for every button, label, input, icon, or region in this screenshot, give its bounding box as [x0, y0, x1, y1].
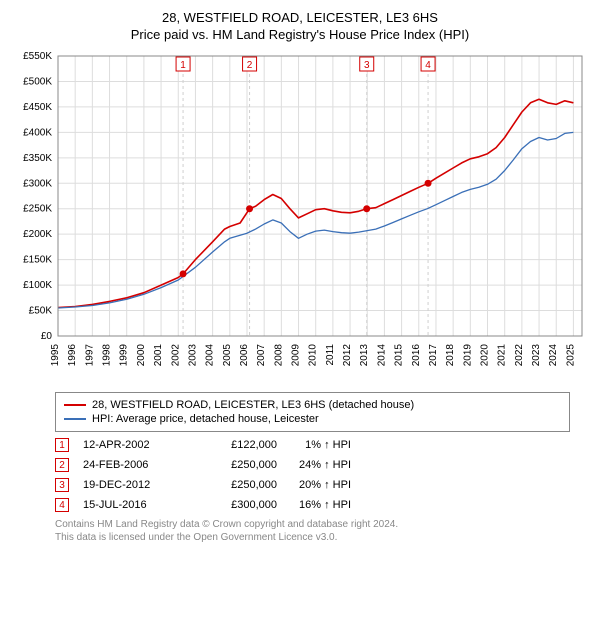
svg-text:1995: 1995 [50, 344, 61, 367]
svg-text:2025: 2025 [565, 344, 576, 367]
event-date: 19-DEC-2012 [83, 479, 183, 491]
svg-text:2: 2 [247, 60, 253, 71]
svg-text:2013: 2013 [359, 344, 370, 367]
event-row: 4 15-JUL-2016 £300,000 16% ↑ HPI [55, 498, 570, 512]
svg-text:1996: 1996 [67, 344, 78, 367]
event-marker: 3 [55, 478, 69, 492]
event-marker: 1 [55, 438, 69, 452]
legend-item: HPI: Average price, detached house, Leic… [64, 413, 561, 425]
svg-text:2023: 2023 [531, 344, 542, 367]
footer: Contains HM Land Registry data © Crown c… [55, 518, 570, 544]
event-price: £250,000 [197, 459, 277, 471]
svg-text:£350K: £350K [23, 153, 52, 164]
svg-text:2014: 2014 [376, 344, 387, 367]
event-date: 12-APR-2002 [83, 439, 183, 451]
svg-text:2019: 2019 [462, 344, 473, 367]
svg-text:2002: 2002 [170, 344, 181, 367]
svg-text:1999: 1999 [119, 344, 130, 367]
svg-text:2012: 2012 [342, 344, 353, 367]
svg-text:2020: 2020 [480, 344, 491, 367]
svg-text:2001: 2001 [153, 344, 164, 367]
svg-text:2009: 2009 [291, 344, 302, 367]
legend-item: 28, WESTFIELD ROAD, LEICESTER, LE3 6HS (… [64, 399, 561, 411]
svg-text:2016: 2016 [411, 344, 422, 367]
svg-text:1997: 1997 [84, 344, 95, 367]
event-pct: 24% ↑ HPI [291, 459, 351, 471]
chart: £0 £50K £100K £150K £200K £250K £300K £350K £400… [10, 46, 590, 386]
legend-label: 28, WESTFIELD ROAD, LEICESTER, LE3 6HS (… [92, 399, 414, 411]
event-pct: 16% ↑ HPI [291, 499, 351, 511]
svg-text:£250K: £250K [23, 204, 52, 215]
event-pct: 20% ↑ HPI [291, 479, 351, 491]
svg-text:£0: £0 [41, 331, 53, 342]
title-address: 28, WESTFIELD ROAD, LEICESTER, LE3 6HS [10, 10, 590, 25]
svg-text:3: 3 [364, 60, 370, 71]
svg-text:2007: 2007 [256, 344, 267, 367]
svg-text:2022: 2022 [514, 344, 525, 367]
svg-text:£100K: £100K [23, 280, 52, 291]
event-marker: 2 [55, 458, 69, 472]
svg-text:£150K: £150K [23, 255, 52, 266]
svg-text:2017: 2017 [428, 344, 439, 367]
legend-swatch [64, 418, 86, 420]
events-table: 1 12-APR-2002 £122,000 1% ↑ HPI 2 24-FEB-2006… [55, 438, 570, 512]
svg-text:1998: 1998 [102, 344, 113, 367]
legend-label: HPI: Average price, detached house, Leic… [92, 413, 319, 425]
svg-text:2021: 2021 [497, 344, 508, 367]
legend: 28, WESTFIELD ROAD, LEICESTER, LE3 6HS (… [55, 392, 570, 432]
svg-text:2018: 2018 [445, 344, 456, 367]
svg-text:£500K: £500K [23, 76, 52, 87]
svg-text:2011: 2011 [325, 344, 336, 366]
event-price: £122,000 [197, 439, 277, 451]
event-row: 3 19-DEC-2012 £250,000 20% ↑ HPI [55, 478, 570, 492]
title-subtitle: Price paid vs. HM Land Registry's House … [10, 27, 590, 42]
svg-text:£200K: £200K [23, 229, 52, 240]
svg-text:2003: 2003 [187, 344, 198, 367]
svg-text:2015: 2015 [394, 344, 405, 367]
svg-text:£550K: £550K [23, 51, 52, 62]
svg-text:£50K: £50K [29, 306, 53, 317]
event-date: 24-FEB-2006 [83, 459, 183, 471]
svg-text:4: 4 [425, 60, 431, 71]
event-date: 15-JUL-2016 [83, 499, 183, 511]
svg-text:2000: 2000 [136, 344, 147, 367]
event-price: £250,000 [197, 479, 277, 491]
footer-line1: Contains HM Land Registry data © Crown c… [55, 518, 570, 531]
chart-svg: £0 £50K £100K £150K £200K £250K £300K £350K £400… [10, 46, 590, 386]
footer-line2: This data is licensed under the Open Gov… [55, 531, 570, 544]
svg-text:2010: 2010 [308, 344, 319, 367]
svg-text:1: 1 [180, 60, 186, 71]
svg-text:£450K: £450K [23, 102, 52, 113]
event-price: £300,000 [197, 499, 277, 511]
svg-text:2024: 2024 [548, 344, 559, 367]
svg-text:2004: 2004 [205, 344, 216, 367]
event-pct: 1% ↑ HPI [291, 439, 351, 451]
svg-text:2006: 2006 [239, 344, 250, 367]
event-row: 2 24-FEB-2006 £250,000 24% ↑ HPI [55, 458, 570, 472]
svg-text:2005: 2005 [222, 344, 233, 367]
event-row: 1 12-APR-2002 £122,000 1% ↑ HPI [55, 438, 570, 452]
svg-text:2008: 2008 [273, 344, 284, 367]
event-marker: 4 [55, 498, 69, 512]
svg-text:£300K: £300K [23, 178, 52, 189]
legend-swatch [64, 404, 86, 406]
chart-container: 28, WESTFIELD ROAD, LEICESTER, LE3 6HS P… [0, 0, 600, 620]
svg-text:£400K: £400K [23, 127, 52, 138]
titles: 28, WESTFIELD ROAD, LEICESTER, LE3 6HS P… [10, 10, 590, 42]
